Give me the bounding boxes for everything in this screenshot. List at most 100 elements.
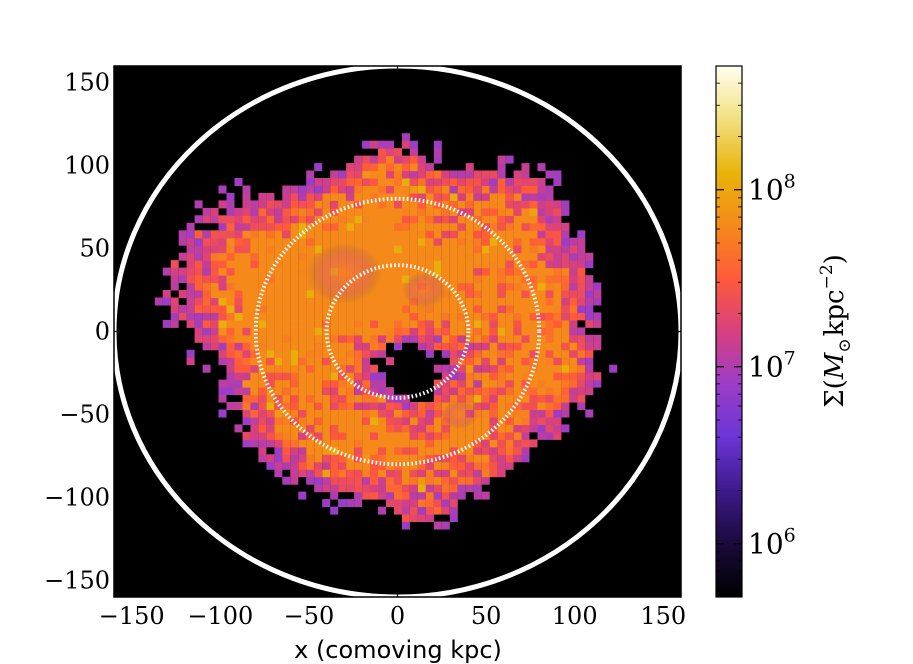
density-cell bbox=[338, 207, 347, 216]
density-cell bbox=[378, 476, 386, 485]
density-cell bbox=[497, 469, 506, 478]
density-cell bbox=[250, 260, 259, 269]
density-cell bbox=[202, 282, 211, 291]
density-cell bbox=[545, 200, 554, 209]
density-cell bbox=[218, 305, 227, 313]
density-cell bbox=[290, 454, 299, 463]
density-cell bbox=[425, 424, 434, 433]
density-cell bbox=[585, 319, 594, 328]
density-cell bbox=[242, 409, 251, 418]
density-cell bbox=[394, 282, 402, 291]
density-cell bbox=[226, 237, 235, 246]
density-cell bbox=[378, 215, 386, 224]
density-cell bbox=[481, 275, 490, 284]
density-cell bbox=[513, 252, 522, 261]
density-cell bbox=[505, 334, 514, 343]
density-cell bbox=[226, 260, 235, 269]
density-cell bbox=[521, 364, 530, 373]
density-cell bbox=[226, 275, 235, 284]
density-cell bbox=[258, 394, 267, 403]
density-cell bbox=[505, 364, 514, 373]
density-cell bbox=[497, 387, 506, 396]
density-cell bbox=[497, 349, 506, 358]
density-cell bbox=[370, 484, 378, 493]
density-cell bbox=[186, 312, 195, 321]
density-cell bbox=[529, 439, 538, 448]
density-cell bbox=[258, 417, 267, 425]
density-cell bbox=[266, 222, 275, 231]
density-cell bbox=[577, 305, 586, 313]
density-cell bbox=[290, 267, 299, 276]
density-cell bbox=[577, 282, 586, 291]
density-cell bbox=[521, 312, 530, 321]
density-cell bbox=[585, 282, 594, 291]
density-cell bbox=[346, 319, 355, 328]
density-cell bbox=[457, 349, 466, 358]
density-cell bbox=[553, 245, 562, 254]
density-cell bbox=[497, 402, 506, 410]
density-cell bbox=[306, 185, 315, 194]
density-cell bbox=[346, 163, 355, 172]
density-cell bbox=[170, 282, 179, 291]
density-cell bbox=[441, 469, 450, 478]
density-cell bbox=[298, 461, 307, 470]
density-cell bbox=[457, 185, 466, 194]
density-cell bbox=[401, 469, 410, 478]
density-cell bbox=[433, 334, 442, 343]
density-cell bbox=[545, 230, 554, 239]
density-cell bbox=[330, 387, 339, 396]
density-cell bbox=[433, 178, 442, 186]
density-cell bbox=[409, 222, 418, 231]
density-cell bbox=[226, 319, 235, 328]
density-cell bbox=[577, 379, 586, 388]
density-cell bbox=[577, 275, 586, 284]
density-cell bbox=[441, 192, 450, 201]
density-cell bbox=[394, 417, 402, 425]
density-cell bbox=[585, 290, 594, 298]
density-cell bbox=[226, 252, 235, 261]
density-cell bbox=[274, 290, 283, 298]
density-cell bbox=[457, 200, 466, 209]
density-cell bbox=[178, 230, 187, 239]
density-cell bbox=[553, 319, 562, 328]
density-cell bbox=[346, 207, 355, 216]
density-cell bbox=[473, 431, 482, 440]
density-cell bbox=[489, 237, 498, 246]
density-cell bbox=[521, 402, 530, 410]
density-cell bbox=[210, 297, 219, 306]
density-cell bbox=[561, 379, 570, 388]
density-cell bbox=[433, 417, 442, 425]
density-cell bbox=[290, 260, 299, 269]
density-cell bbox=[417, 402, 426, 410]
density-cell bbox=[226, 342, 235, 351]
density-cell bbox=[529, 417, 538, 425]
density-cell bbox=[362, 319, 371, 328]
density-cell bbox=[497, 372, 506, 381]
density-cell bbox=[433, 215, 442, 224]
density-cell bbox=[473, 178, 482, 186]
density-cell bbox=[489, 454, 498, 463]
density-cell bbox=[338, 185, 347, 194]
density-cell bbox=[378, 342, 386, 351]
density-cell bbox=[417, 417, 426, 425]
density-cell bbox=[250, 252, 259, 261]
density-cell bbox=[226, 327, 235, 336]
density-cell bbox=[409, 439, 418, 448]
density-cell bbox=[282, 319, 291, 328]
density-cell bbox=[266, 282, 275, 291]
density-cell bbox=[473, 215, 482, 224]
density-cell bbox=[378, 290, 386, 298]
density-cell bbox=[226, 364, 235, 373]
density-cell bbox=[465, 260, 474, 269]
density-cell bbox=[322, 364, 331, 373]
density-cell bbox=[505, 379, 514, 388]
density-cell bbox=[194, 237, 203, 246]
density-cell bbox=[242, 349, 251, 358]
density-cell bbox=[282, 387, 291, 396]
density-cell bbox=[346, 200, 355, 209]
density-cell bbox=[409, 178, 418, 186]
density-cell bbox=[529, 230, 538, 239]
density-cell bbox=[298, 215, 307, 224]
density-cell bbox=[441, 446, 450, 455]
density-cell bbox=[234, 327, 243, 336]
